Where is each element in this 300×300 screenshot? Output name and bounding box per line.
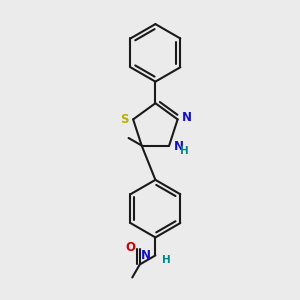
Text: N: N: [182, 111, 192, 124]
Text: H: H: [162, 255, 171, 265]
Text: H: H: [180, 146, 189, 156]
Text: O: O: [125, 242, 135, 254]
Text: N: N: [141, 249, 151, 262]
Text: S: S: [120, 112, 128, 125]
Text: N: N: [173, 140, 184, 153]
